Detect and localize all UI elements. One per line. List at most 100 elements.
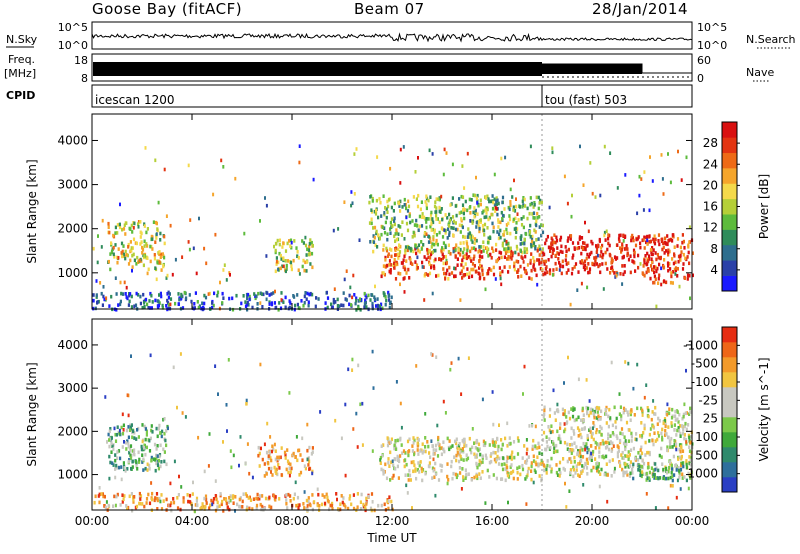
data-cell: [184, 415, 187, 419]
data-cell: [323, 501, 327, 506]
data-cell: [580, 471, 583, 475]
data-cell: [593, 413, 596, 418]
data-cell: [347, 506, 350, 511]
data-cell: [228, 271, 231, 275]
data-cell: [594, 457, 597, 461]
data-cell: [372, 234, 375, 238]
data-cell: [432, 220, 435, 225]
data-cell: [665, 476, 668, 481]
data-cell: [464, 235, 467, 239]
data-cell: [597, 406, 601, 411]
data-cell: [676, 478, 679, 483]
data-cell: [684, 411, 687, 416]
data-cell: [468, 255, 471, 259]
data-cell: [302, 258, 305, 263]
data-cell: [440, 249, 443, 254]
data-cell: [272, 291, 275, 295]
data-cell: [492, 225, 495, 230]
data-cell: [448, 447, 451, 452]
data-cell: [483, 215, 486, 220]
data-cell: [223, 263, 226, 267]
data-cell: [447, 250, 451, 254]
data-cell: [355, 411, 358, 416]
data-cell: [531, 234, 534, 239]
data-cell: [359, 402, 362, 407]
data-cell: [286, 241, 289, 246]
data-cell: [533, 201, 536, 205]
data-cell: [420, 240, 423, 244]
data-cell: [100, 245, 103, 249]
data-cell: [258, 464, 261, 468]
data-cell: [359, 507, 363, 511]
data-cell: [417, 461, 420, 465]
y-tick-label: 3000: [57, 178, 88, 192]
data-cell: [652, 399, 655, 403]
data-cell: [530, 237, 534, 242]
data-cell: [669, 280, 673, 285]
data-cell: [561, 264, 565, 269]
data-cell: [654, 462, 657, 466]
data-cell: [508, 217, 512, 222]
data-cell: [505, 459, 509, 464]
data-cell: [408, 212, 411, 216]
data-cell: [643, 423, 646, 428]
data-cell: [586, 243, 589, 248]
data-cell: [328, 507, 331, 512]
data-cell: [543, 405, 546, 410]
data-cell: [530, 477, 533, 482]
data-cell: [387, 499, 390, 503]
data-cell: [539, 462, 542, 466]
data-cell: [431, 242, 434, 246]
data-cell: [558, 268, 561, 272]
data-cell: [433, 204, 437, 209]
data-cell: [555, 267, 558, 271]
data-cell: [600, 250, 603, 254]
data-cell: [188, 293, 191, 297]
data-cell: [676, 237, 680, 241]
data-cell: [443, 228, 446, 232]
data-cell: [656, 437, 659, 442]
data-cell: [492, 265, 495, 270]
data-cell: [568, 443, 572, 447]
data-cell: [135, 241, 138, 246]
data-cell: [531, 447, 534, 451]
data-cell: [624, 360, 627, 364]
data-cell: [393, 201, 396, 206]
data-cell: [598, 237, 601, 242]
data-cell: [658, 242, 661, 247]
data-cell: [478, 276, 481, 281]
data-cell: [385, 248, 389, 253]
data-cell: [570, 214, 573, 219]
data-cell: [536, 282, 539, 287]
data-cell: [637, 253, 640, 258]
data-cell: [479, 245, 482, 249]
data-cell: [109, 267, 112, 272]
data-cell: [132, 500, 135, 504]
data-cell: [308, 244, 311, 249]
data-cell: [589, 426, 592, 431]
data-cell: [364, 301, 367, 305]
data-cell: [484, 287, 487, 292]
data-cell: [370, 293, 373, 297]
data-cell: [241, 499, 244, 504]
data-cell: [605, 462, 608, 466]
data-cell: [384, 255, 387, 260]
data-cell: [440, 194, 443, 199]
data-cell: [667, 268, 670, 273]
colorbar-tick-label: 16: [703, 200, 718, 214]
data-cell: [474, 237, 477, 241]
data-cell: [348, 302, 351, 307]
data-cell: [485, 211, 488, 215]
data-cell: [160, 268, 163, 272]
data-cell: [593, 409, 596, 414]
data-cell: [475, 238, 478, 243]
data-cell: [195, 496, 199, 501]
data-cell: [532, 211, 536, 215]
data-cell: [124, 232, 127, 236]
data-cell: [301, 458, 304, 462]
data-cell: [512, 476, 515, 481]
data-cell: [133, 448, 136, 452]
data-cell: [481, 460, 484, 464]
data-cell: [450, 464, 453, 469]
data-cell: [495, 242, 498, 247]
